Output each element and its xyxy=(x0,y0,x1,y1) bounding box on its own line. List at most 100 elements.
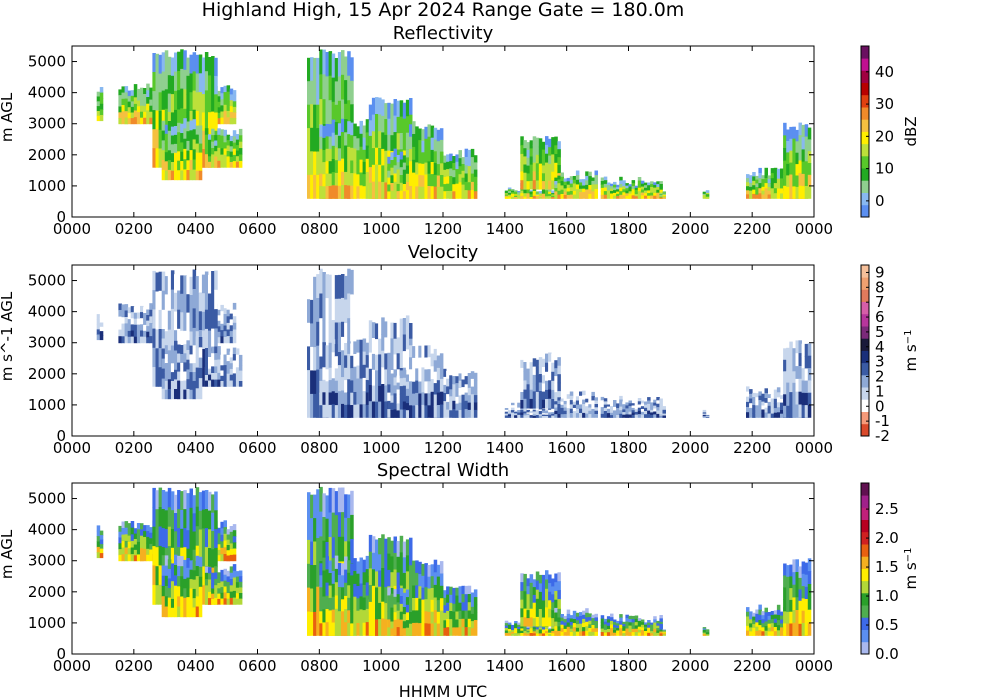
heatmap-cell xyxy=(350,587,354,600)
y-tick-label: 0 xyxy=(56,208,66,226)
heatmap-cell xyxy=(504,197,509,199)
heatmap-cell xyxy=(443,401,447,410)
heatmap-cell xyxy=(572,619,577,624)
heatmap-cell xyxy=(167,150,172,161)
heatmap-cell xyxy=(523,600,527,610)
heatmap-cell xyxy=(238,354,243,361)
heatmap-cell xyxy=(801,392,806,406)
heatmap-cell xyxy=(538,609,543,618)
heatmap-cell xyxy=(337,123,342,137)
heatmap-cell xyxy=(452,367,456,377)
heatmap-cell xyxy=(186,350,190,361)
heatmap-cell xyxy=(415,343,419,357)
heatmap-cell xyxy=(798,340,802,354)
heatmap-cell xyxy=(353,354,357,368)
heatmap-cell xyxy=(177,122,181,133)
heatmap-cell xyxy=(804,161,809,175)
heatmap-cell xyxy=(313,174,317,199)
colorbar-frame xyxy=(860,45,870,218)
heatmap-cell xyxy=(430,366,435,380)
heatmap-cell xyxy=(235,150,240,157)
heatmap-cell xyxy=(328,51,333,77)
heatmap-cell xyxy=(554,404,558,409)
heatmap-cell xyxy=(659,627,663,631)
heatmap-cell xyxy=(334,122,339,136)
heatmap-cell xyxy=(149,303,153,311)
heatmap-cell xyxy=(316,562,320,588)
heatmap-cell xyxy=(331,488,336,514)
heatmap-cell xyxy=(532,627,537,630)
heatmap-cell xyxy=(238,375,243,382)
heatmap-cell xyxy=(220,587,224,594)
heatmap-cell xyxy=(331,596,336,611)
heatmap-cell xyxy=(204,271,209,292)
heatmap-cell xyxy=(387,376,391,385)
heatmap-cell xyxy=(517,407,521,411)
heatmap-cell xyxy=(511,196,515,199)
heatmap-cell xyxy=(164,354,169,364)
heatmap-cell xyxy=(319,173,323,187)
heatmap-cell xyxy=(402,351,407,369)
heatmap-cell xyxy=(764,412,768,418)
heatmap-cell xyxy=(511,190,515,193)
heatmap-cell xyxy=(452,163,456,171)
heatmap-cell xyxy=(610,186,614,189)
heatmap-cell xyxy=(557,157,561,166)
heatmap-cell xyxy=(600,413,605,418)
heatmap-cell xyxy=(170,510,175,530)
heatmap-cell xyxy=(551,194,555,197)
heatmap-cell xyxy=(436,367,441,381)
heatmap-cell xyxy=(337,322,342,347)
heatmap-cell xyxy=(603,187,608,192)
heatmap-cell xyxy=(424,381,428,394)
heatmap-cell xyxy=(449,183,453,192)
heatmap-cell xyxy=(752,409,756,414)
heatmap-cell xyxy=(640,630,645,634)
heatmap-cell xyxy=(560,414,564,418)
heatmap-cell xyxy=(149,336,153,344)
heatmap-cell xyxy=(149,543,153,550)
heatmap-cell xyxy=(439,186,444,199)
heatmap-cell xyxy=(161,169,166,181)
heatmap-cell xyxy=(192,269,197,290)
heatmap-cell xyxy=(161,358,166,370)
heatmap-cell xyxy=(337,623,342,636)
heatmap-cell xyxy=(761,611,765,616)
heatmap-cell xyxy=(186,57,190,77)
heatmap-cell xyxy=(545,380,549,391)
heatmap-cell xyxy=(396,100,401,118)
heatmap-cell xyxy=(347,379,351,393)
heatmap-cell xyxy=(136,306,141,313)
heatmap-cell xyxy=(402,409,407,418)
heatmap-cell xyxy=(337,338,342,353)
heatmap-cell xyxy=(535,627,540,630)
heatmap-cell xyxy=(384,337,388,354)
heatmap-cell xyxy=(204,509,209,529)
heatmap-cell xyxy=(99,92,104,99)
heatmap-cell xyxy=(767,190,772,195)
heatmap-cell xyxy=(792,138,796,151)
heatmap-cell xyxy=(653,619,657,624)
heatmap-cell xyxy=(140,87,144,95)
heatmap-cell xyxy=(204,579,209,586)
heatmap-cell xyxy=(625,408,629,412)
heatmap-cell xyxy=(619,184,623,189)
heatmap-cell xyxy=(702,628,707,631)
heatmap-cell xyxy=(399,535,404,553)
colorbar-tick-label: 0 xyxy=(875,192,885,210)
heatmap-cell xyxy=(204,134,209,142)
heatmap-cell xyxy=(365,119,370,133)
heatmap-cell xyxy=(755,175,759,181)
heatmap-cell xyxy=(511,193,515,196)
colorbar-segment xyxy=(861,313,869,327)
heatmap-cell xyxy=(341,321,345,347)
heatmap-cell xyxy=(588,617,592,622)
heatmap-cell xyxy=(186,312,190,332)
heatmap-cell xyxy=(220,111,224,119)
heatmap-cell xyxy=(217,577,221,584)
heatmap-cell xyxy=(541,413,546,416)
heatmap-cell xyxy=(752,405,756,410)
heatmap-cell xyxy=(155,291,159,311)
heatmap-cell xyxy=(436,355,441,369)
heatmap-cell xyxy=(511,626,515,629)
